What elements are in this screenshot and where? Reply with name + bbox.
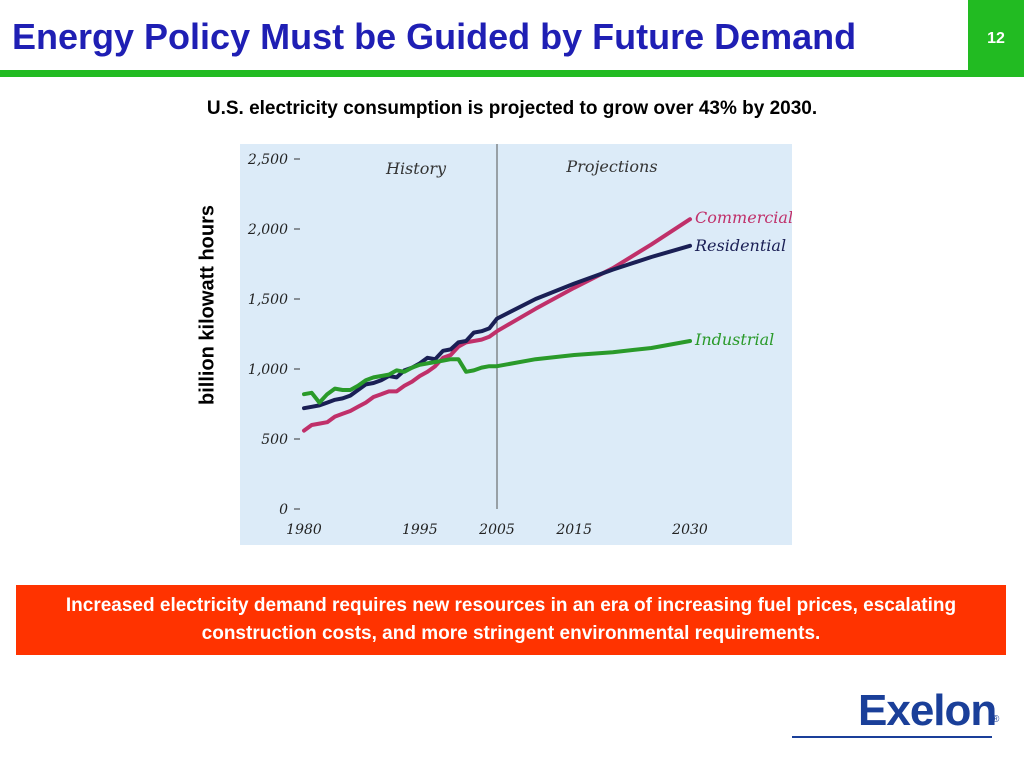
y-tick-label: 2,000 <box>247 222 288 238</box>
logo-underline <box>792 736 992 738</box>
x-tick-label: 1980 <box>286 522 322 538</box>
x-tick-label: 2030 <box>671 522 708 538</box>
x-tick-label: 1995 <box>402 522 438 538</box>
header-rule <box>0 70 1024 77</box>
series-label-commercial: Commercial <box>695 208 792 227</box>
logo-wordmark: Exelon <box>858 686 997 735</box>
exelon-logo: Exelon ® <box>858 686 1008 736</box>
y-tick-label: 1,500 <box>248 292 288 308</box>
slide-title: Energy Policy Must be Guided by Future D… <box>12 16 857 57</box>
page-number: 12 <box>987 30 1005 47</box>
series-label-industrial: Industrial <box>694 330 774 349</box>
x-tick-label: 2005 <box>478 522 515 538</box>
y-tick-label: 0 <box>279 502 288 518</box>
series-label-residential: Residential <box>694 236 786 255</box>
y-axis-label-container: billion kilowatt hours <box>188 180 228 430</box>
series-line-commercial <box>302 217 692 433</box>
callout-box: Increased electricity demand requires ne… <box>16 585 1006 655</box>
region-label-history: History <box>385 159 447 178</box>
chart-panel: 0 500 1,000 1,500 2,000 2,500 1980 1995 2005 2015… <box>240 144 792 545</box>
series-line-industrial <box>302 339 692 405</box>
page-number-badge: 12 <box>968 0 1024 72</box>
y-tick-label: 2,500 <box>247 152 288 168</box>
y-axis-label: billion kilowatt hours <box>196 205 219 405</box>
x-tick-label: 2015 <box>555 522 592 538</box>
electricity-consumption-chart: 0 500 1,000 1,500 2,000 2,500 1980 1995 2005 2015… <box>247 144 792 538</box>
slide-subtitle: U.S. electricity consumption is projecte… <box>206 98 818 119</box>
slide-header: Energy Policy Must be Guided by Future D… <box>0 0 1024 80</box>
logo-registered-mark: ® <box>992 714 1000 725</box>
region-label-projections: Projections <box>565 157 657 176</box>
y-tick-label: 1,000 <box>248 362 288 378</box>
y-tick-label: 500 <box>261 432 288 448</box>
